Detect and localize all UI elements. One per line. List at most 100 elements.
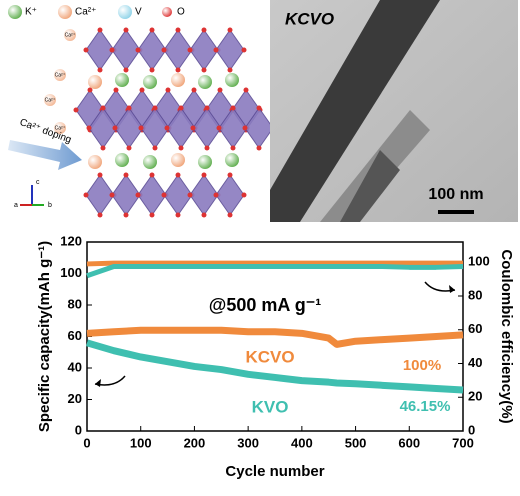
axis-label: c [36, 179, 40, 186]
y-tick-label: 20 [68, 391, 82, 406]
scale-label: 100 nm [428, 186, 483, 203]
y2-tick-label: 0 [468, 422, 475, 437]
y2-axis-label: Coulombic efficiency(%) [498, 249, 515, 423]
oxygen [139, 87, 145, 93]
ion-label: Ca²⁺ [65, 32, 76, 38]
oxygen [241, 192, 247, 198]
ion-label: Ca²⁺ [55, 72, 66, 78]
y-tick-label: 100 [60, 265, 82, 280]
oxygen [109, 47, 115, 53]
oxygen [256, 105, 262, 111]
oxygen [175, 27, 181, 33]
nanobelt-edge [340, 150, 400, 222]
oxygen [126, 145, 132, 151]
y2-tick-label: 100 [468, 254, 490, 269]
doping-arrow [8, 140, 82, 170]
oxygen [161, 192, 167, 198]
ion [143, 75, 157, 89]
oxygen [217, 87, 223, 93]
ion [88, 155, 102, 169]
oxygen [83, 47, 89, 53]
annotation: KCVO [245, 347, 294, 366]
ion [198, 155, 212, 169]
oxygen [204, 145, 210, 151]
oxygen [113, 87, 119, 93]
oxygen [227, 67, 233, 73]
legend-label: Ca²⁺ [75, 7, 96, 18]
oxygen [216, 125, 222, 131]
ion [115, 73, 129, 87]
oxygen [187, 192, 193, 198]
oxygen [149, 67, 155, 73]
legend-label: K⁺ [25, 7, 37, 18]
series-line [86, 339, 464, 394]
x-tick-label: 200 [184, 435, 206, 450]
oxygen [97, 67, 103, 73]
series-line [86, 260, 463, 267]
nanobelt [270, 0, 440, 222]
octahedron [215, 29, 245, 71]
annotation: 46.15% [400, 398, 451, 415]
x-tick-label: 100 [130, 435, 152, 450]
ca-ion [54, 122, 66, 134]
oxygen [123, 27, 129, 33]
ion-label: Ca²⁺ [45, 97, 56, 103]
ion [171, 73, 185, 87]
x-tick-label: 600 [398, 435, 420, 450]
x-tick-label: 500 [345, 435, 367, 450]
oxygen [175, 67, 181, 73]
oxygen [175, 212, 181, 218]
oxygen [175, 172, 181, 178]
oxygen [165, 87, 171, 93]
oxygen [149, 172, 155, 178]
ion [225, 153, 239, 167]
ion [225, 73, 239, 87]
oxygen [164, 125, 170, 131]
oxygen [201, 212, 207, 218]
y-axis-label: Specific capacity(mAh g⁻¹) [36, 241, 53, 432]
legend-label: V [135, 7, 142, 18]
octahedron [215, 174, 245, 216]
ca-ion [64, 29, 76, 41]
x-axis-label: Cycle number [225, 463, 324, 480]
series-line [86, 326, 464, 348]
ion [88, 75, 102, 89]
x-tick-label: 400 [291, 435, 313, 450]
annotation-arrow-head [449, 285, 455, 293]
y2-tick-label: 80 [468, 287, 482, 302]
oxygen [190, 125, 196, 131]
oxygen [227, 172, 233, 178]
oxygen [201, 172, 207, 178]
y-tick-label: 40 [68, 359, 82, 374]
oxygen [230, 145, 236, 151]
axis-label: b [48, 202, 52, 209]
y-tick-label: 0 [75, 422, 82, 437]
oxygen [138, 125, 144, 131]
oxygen [73, 107, 79, 113]
ion [115, 153, 129, 167]
y-tick-label: 120 [60, 233, 82, 248]
ion [143, 155, 157, 169]
chart: 0 20 40 60 80 100 120 0 20 40 60 80 100 0 100 200 300 400… [36, 233, 515, 480]
oxygen [201, 27, 207, 33]
annotation-arrow-head [95, 379, 101, 387]
ca-ion [54, 69, 66, 81]
scale-bar [438, 210, 474, 214]
oxygen [227, 27, 233, 33]
legend-swatch [8, 5, 22, 19]
oxygen [178, 105, 184, 111]
series-line [86, 263, 464, 279]
oxygen [149, 212, 155, 218]
oxygen [152, 145, 158, 151]
tem-title: KCVO [285, 9, 334, 28]
oxygen [187, 47, 193, 53]
oxygen [97, 172, 103, 178]
oxygen [97, 212, 103, 218]
oxygen [123, 67, 129, 73]
oxygen [112, 125, 118, 131]
oxygen [241, 47, 247, 53]
ion [171, 153, 185, 167]
oxygen [152, 105, 158, 111]
